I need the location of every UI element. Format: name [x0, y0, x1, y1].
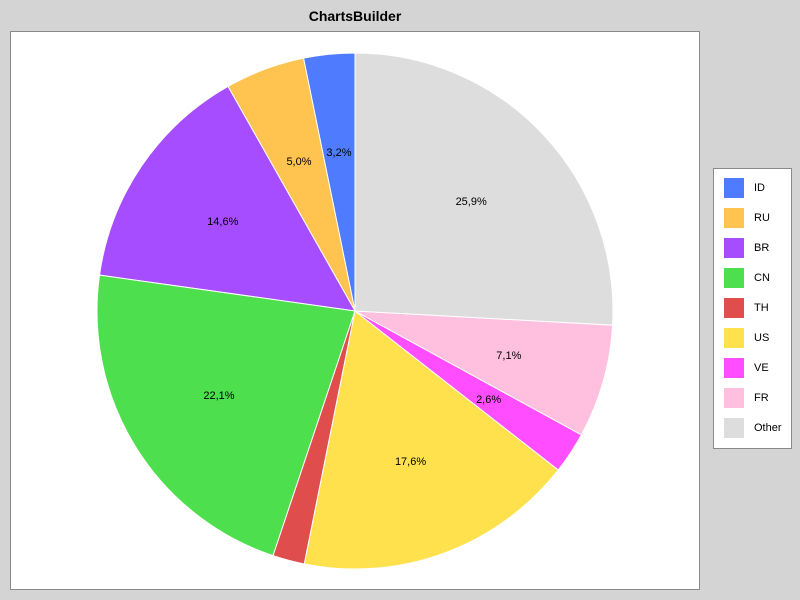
slice-label-ve: 2,6%	[476, 394, 501, 406]
pie-chart: 3,2% 5,0% 14,6% 22,1% 17,6% 2,6% 7,1% 25,9%	[96, 52, 614, 570]
slice-label-fr: 7,1%	[496, 350, 521, 362]
pie-slice-other	[354, 52, 614, 326]
slice-label-cn: 22,1%	[203, 390, 234, 402]
legend-label: VE	[754, 362, 769, 374]
legend-swatch	[724, 328, 744, 348]
legend-swatch	[724, 388, 744, 408]
legend-swatch	[724, 238, 744, 258]
legend-swatch	[724, 358, 744, 378]
legend-label: BR	[754, 242, 770, 254]
legend: ID RU BR CN TH US VE FR Other	[713, 168, 792, 449]
slice-label-br: 14,6%	[207, 216, 238, 228]
legend-label: Other	[754, 422, 782, 434]
pie-slice-br	[98, 85, 356, 312]
pie-slice-fr	[354, 310, 614, 436]
pie-slice-us	[303, 310, 559, 570]
chart-title: ChartsBuilder	[308, 8, 402, 24]
legend-label: US	[754, 332, 770, 344]
legend-swatch	[724, 268, 744, 288]
plot-area: 3,2% 5,0% 14,6% 22,1% 17,6% 2,6% 7,1% 25,9%	[10, 31, 700, 590]
legend-swatch	[724, 418, 744, 438]
legend-label: ID	[754, 182, 765, 194]
legend-swatch	[724, 298, 744, 318]
legend-swatch	[724, 178, 744, 198]
pie-slice-cn	[96, 274, 356, 557]
legend-label: TH	[754, 302, 769, 314]
slice-label-us: 17,6%	[395, 456, 426, 468]
slice-label-other: 25,9%	[456, 196, 487, 208]
legend-label: FR	[754, 392, 769, 404]
legend-swatch	[724, 208, 744, 228]
legend-label: RU	[754, 212, 770, 224]
slice-label-id: 3,2%	[326, 147, 351, 159]
legend-label: CN	[754, 272, 770, 284]
slice-label-ru: 5,0%	[286, 156, 311, 168]
